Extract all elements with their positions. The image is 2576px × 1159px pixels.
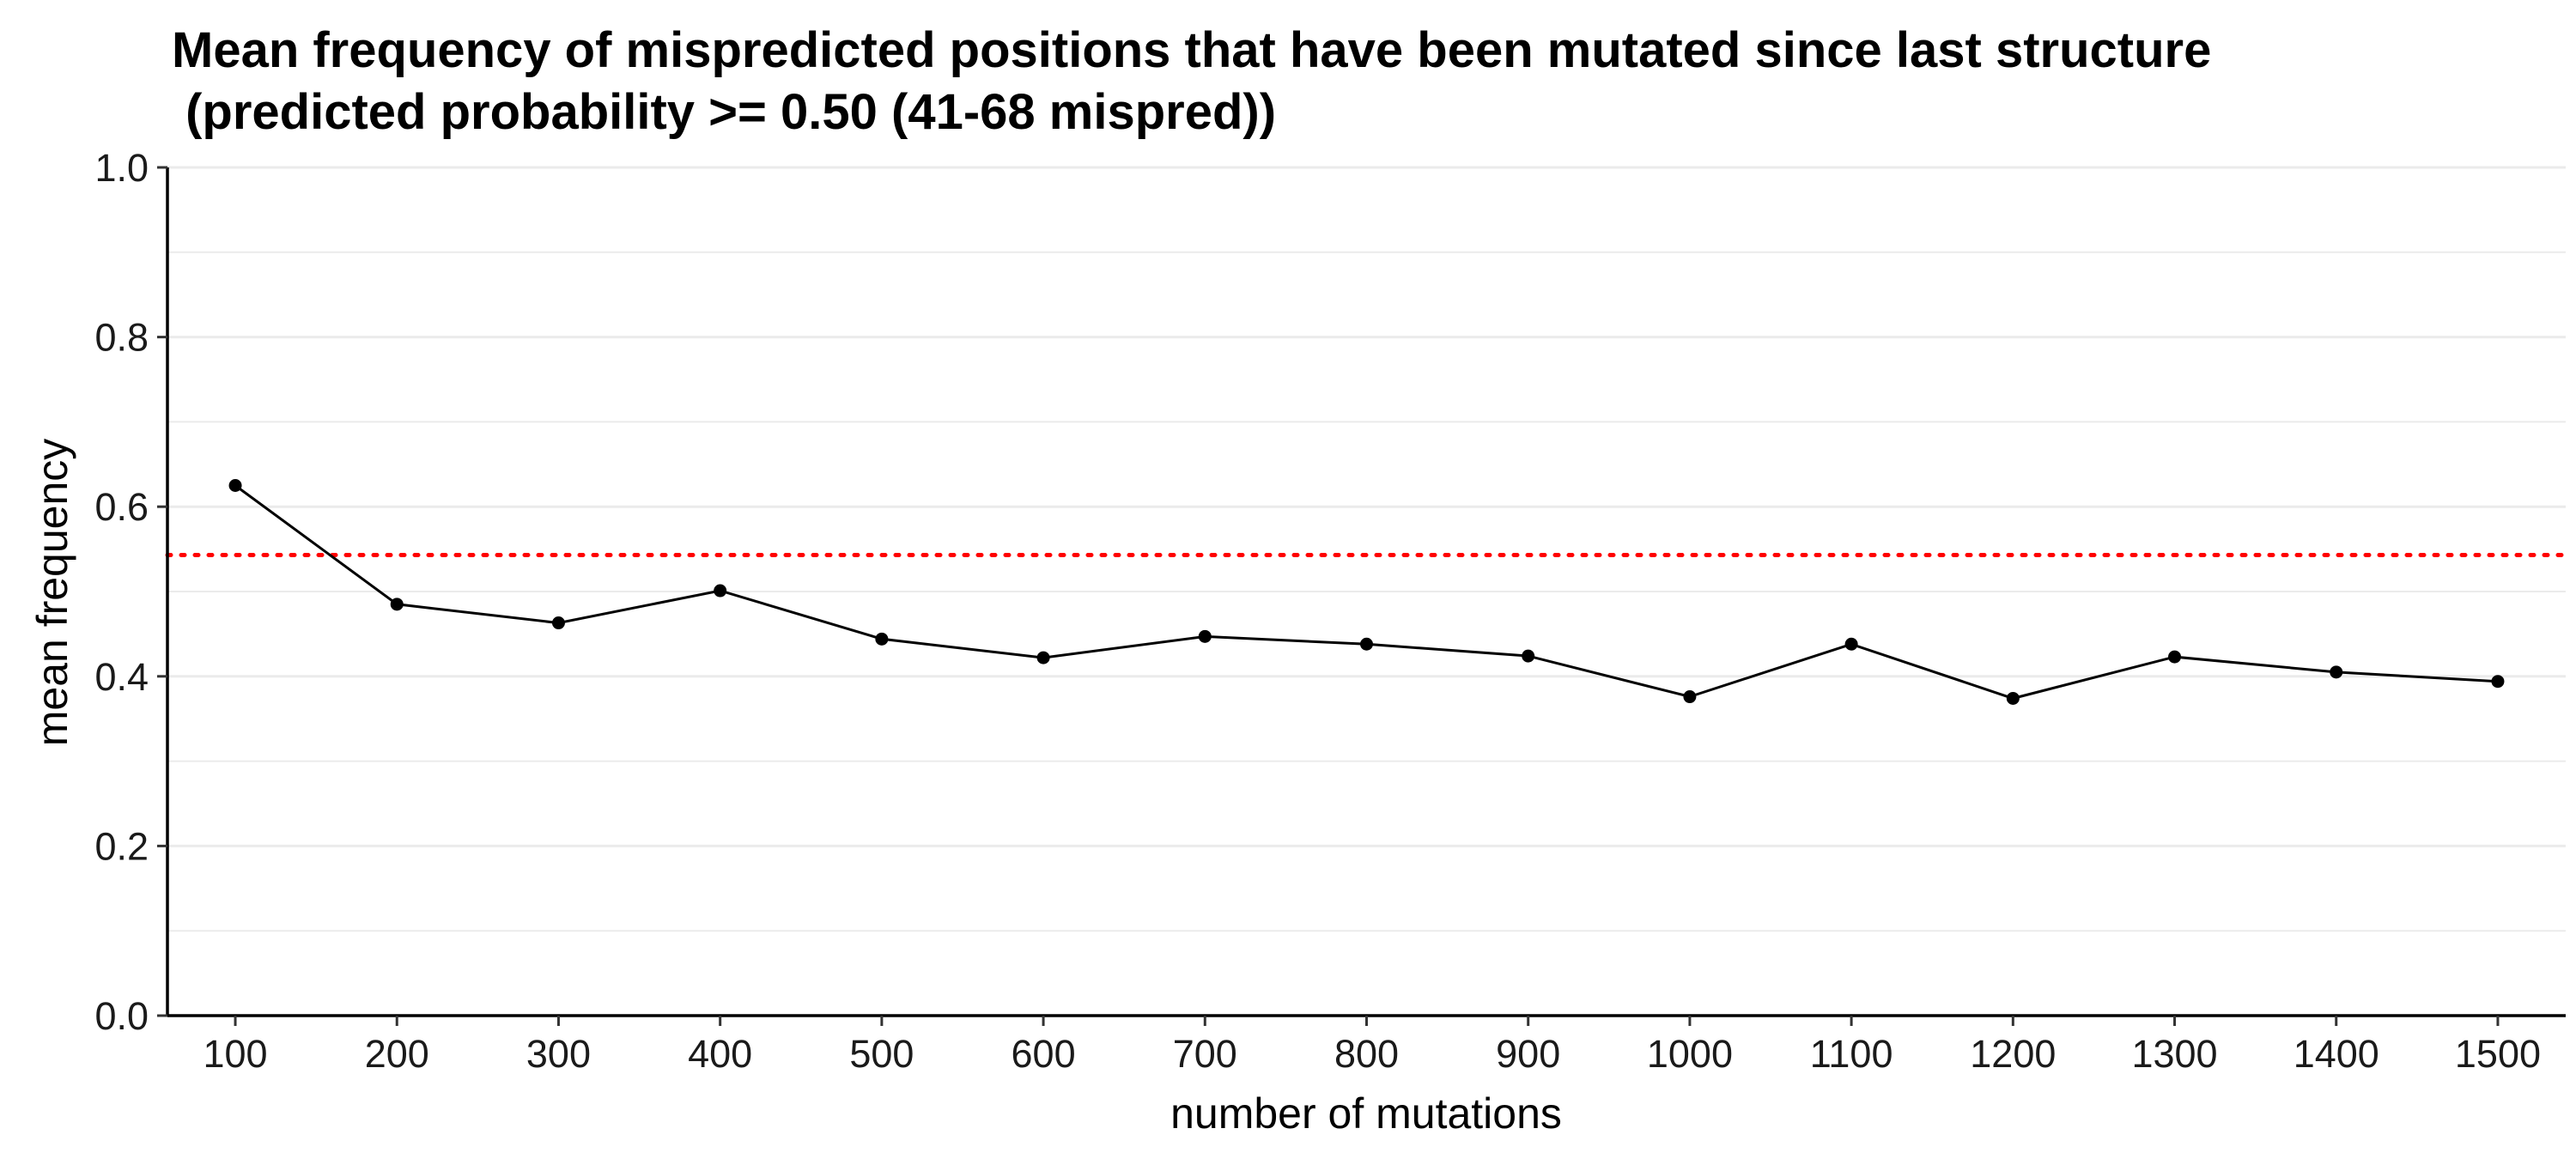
grid-lines bbox=[167, 166, 2566, 1017]
x-tick-label: 1400 bbox=[2293, 1032, 2379, 1076]
data-point bbox=[1360, 637, 1373, 651]
chart-title-line-2: (predicted probability >= 0.50 (41-68 mi… bbox=[172, 84, 1276, 140]
data-point bbox=[1036, 651, 1050, 664]
x-tick-label: 1100 bbox=[1810, 1032, 1893, 1076]
y-axis-title: mean frequency bbox=[28, 439, 76, 747]
x-axis-title: number of mutations bbox=[1170, 1089, 1562, 1138]
y-tick-label: 1.0 bbox=[94, 146, 149, 190]
data-point bbox=[1522, 649, 1535, 663]
x-tick-label: 600 bbox=[1012, 1032, 1076, 1076]
y-tick-label: 0.8 bbox=[94, 316, 149, 360]
x-tick-label: 800 bbox=[1334, 1032, 1399, 1076]
x-tick-label: 1300 bbox=[2131, 1032, 2217, 1076]
x-axis-ticks: 100 200 300 400 500 600 700 800 900 1000 1100 1200 1… bbox=[204, 1016, 2541, 1076]
data-point bbox=[2491, 675, 2505, 689]
data-point bbox=[390, 598, 404, 611]
data-point bbox=[551, 616, 565, 630]
x-tick-label: 1000 bbox=[1647, 1032, 1733, 1076]
data-point bbox=[2330, 665, 2343, 679]
y-axis-ticks: 0.0 0.2 0.4 0.6 0.8 1.0 bbox=[94, 146, 167, 1038]
data-point bbox=[1844, 637, 1858, 651]
data-point bbox=[228, 479, 242, 492]
x-tick-label: 200 bbox=[365, 1032, 429, 1076]
data-point bbox=[1198, 629, 1212, 643]
chart-title-line-1: Mean frequency of mispredicted positions… bbox=[172, 22, 2211, 78]
data-point bbox=[714, 584, 727, 598]
x-tick-label: 500 bbox=[849, 1032, 914, 1076]
x-tick-label: 1500 bbox=[2455, 1032, 2541, 1076]
y-tick-label: 0.0 bbox=[94, 994, 149, 1038]
data-point bbox=[2006, 691, 2020, 705]
x-tick-label: 900 bbox=[1496, 1032, 1560, 1076]
x-tick-label: 300 bbox=[526, 1032, 591, 1076]
x-tick-label: 100 bbox=[204, 1032, 268, 1076]
y-tick-label: 0.6 bbox=[94, 485, 149, 529]
x-tick-label: 700 bbox=[1173, 1032, 1237, 1076]
series-layer bbox=[228, 479, 2505, 705]
x-tick-label: 1200 bbox=[1970, 1032, 2056, 1076]
data-point bbox=[2168, 650, 2182, 664]
data-point bbox=[1683, 690, 1697, 704]
y-tick-label: 0.4 bbox=[94, 655, 149, 699]
data-point bbox=[875, 632, 889, 646]
x-tick-label: 400 bbox=[688, 1032, 752, 1076]
y-tick-label: 0.2 bbox=[94, 824, 149, 868]
